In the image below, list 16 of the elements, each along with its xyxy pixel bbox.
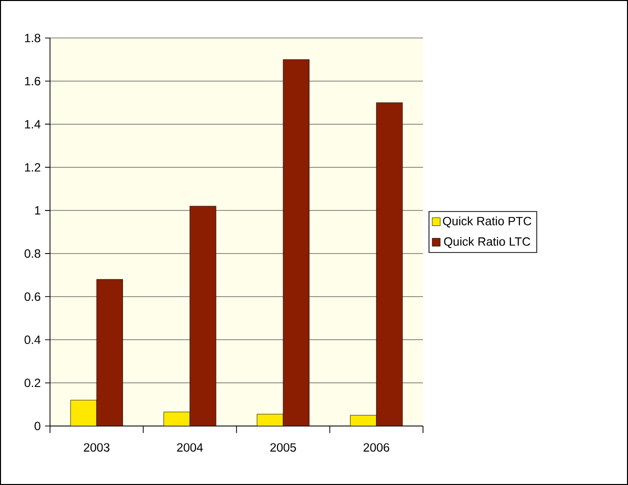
y-tick-label: 1.2 [25, 163, 40, 172]
x-tick-label: 2006 [364, 443, 390, 452]
y-tick-label: 0.6 [24, 292, 40, 301]
y-tick-label: 0.8 [24, 249, 40, 258]
y-tick-label: 0.4 [24, 336, 40, 344]
y-tick-label: 1 [35, 206, 40, 215]
legend-label: Quick Ratio PTC [442, 216, 532, 228]
y-tick-label: 1.6 [25, 76, 40, 86]
y-tick-label: 1.4 [25, 120, 40, 128]
y-tick-label: 0 [34, 422, 40, 430]
legend-label: Quick Ratio LTC [444, 236, 530, 248]
x-tick-label: 2005 [270, 443, 296, 452]
y-tick-label: 0.2 [24, 378, 40, 388]
x-tick-label: 2003 [84, 443, 110, 452]
x-tick-label: 2004 [177, 443, 203, 452]
y-tick-label: 1.8 [25, 34, 40, 42]
